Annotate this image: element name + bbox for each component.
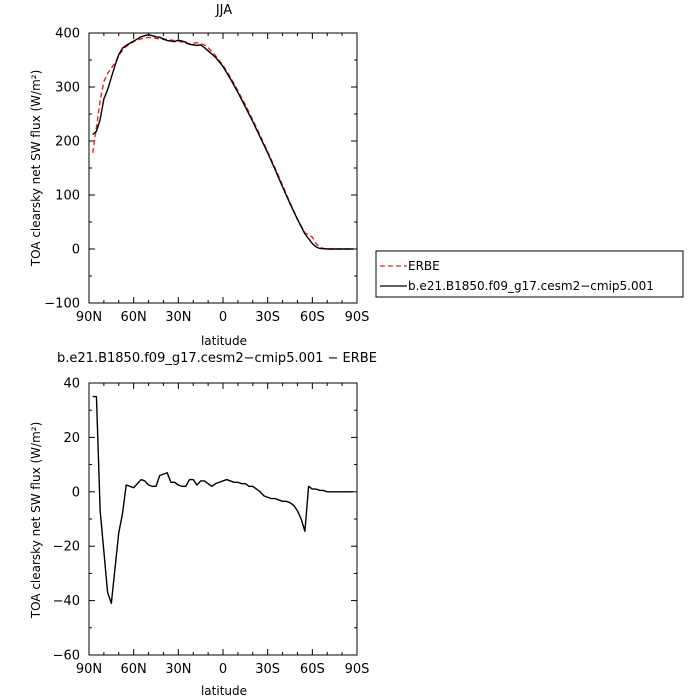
top-plot-area: 90N 60N 30N 0 30S 60S 90S −100 0 100 200 300 400	[44, 27, 369, 326]
legend: ERBE b.e21.B1850.f09_g17.cesm2−cmip5.001	[375, 250, 684, 298]
bottom-x-tick-label: 60S	[300, 662, 325, 677]
top-chart-title: JJA	[215, 3, 232, 18]
top-y-axis-label: TOA clearsky net SW flux (W/m²)	[29, 70, 43, 268]
top-y-tick-label: 100	[55, 189, 80, 204]
bottom-plot-area: 90N 60N 30N 0 30S 60S 90S −60 −40 −20 0 20 40	[53, 377, 370, 678]
bottom-x-tick-label: 0	[219, 662, 227, 677]
bottom-y-tick-label: 0	[72, 485, 80, 500]
bottom-y-tick-label: −60	[53, 649, 80, 664]
top-x-tick-label: 30S	[255, 310, 280, 325]
top-y-tick-label: 0	[72, 243, 80, 258]
bottom-series-line-difference	[92, 395, 354, 605]
bottom-x-tick-label: 90N	[76, 662, 102, 677]
top-x-axis-label: latitude	[201, 334, 247, 348]
top-plot-frame	[88, 32, 358, 304]
top-y-tick-label: −100	[44, 297, 80, 312]
bottom-y-axis-label: TOA clearsky net SW flux (W/m²)	[29, 422, 43, 620]
bottom-x-tick-label: 30S	[255, 662, 280, 677]
top-x-tick-label: 0	[219, 310, 227, 325]
top-x-tick-label: 90S	[345, 310, 370, 325]
top-x-tick-label: 90N	[76, 310, 102, 325]
top-x-tick-label: 60S	[300, 310, 325, 325]
bottom-chart-panel: b.e21.B1850.f09_g17.cesm2−cmip5.001 − ER…	[29, 351, 377, 698]
bottom-y-tick-label: 20	[63, 431, 80, 446]
top-y-tick-label: 200	[55, 135, 80, 150]
top-chart-panel: JJA TOA clearsky net SW flux (W/m²) 90N 6…	[29, 3, 684, 348]
bottom-y-tick-label: −40	[53, 594, 80, 609]
bottom-chart-title: b.e21.B1850.f09_g17.cesm2−cmip5.001 − ER…	[57, 351, 377, 366]
bottom-y-tick-label: −20	[53, 540, 80, 555]
bottom-x-tick-label: 30N	[165, 662, 191, 677]
bottom-x-tick-label: 90S	[345, 662, 370, 677]
bottom-plot-frame	[88, 382, 358, 656]
top-x-tick-label: 60N	[121, 310, 147, 325]
top-y-tick-label: 400	[55, 27, 80, 42]
top-y-tick-label: 300	[55, 81, 80, 96]
bottom-x-tick-label: 60N	[121, 662, 147, 677]
legend-label-model: b.e21.B1850.f09_g17.cesm2−cmip5.001	[408, 279, 654, 293]
legend-box	[375, 250, 684, 298]
top-x-tick-label: 30N	[165, 310, 191, 325]
top-series-line-erbe	[92, 36, 354, 250]
top-series-line-model	[92, 33, 354, 250]
legend-label-erbe: ERBE	[408, 259, 440, 273]
bottom-x-axis-label: latitude	[201, 684, 247, 698]
bottom-y-tick-label: 40	[63, 377, 80, 392]
